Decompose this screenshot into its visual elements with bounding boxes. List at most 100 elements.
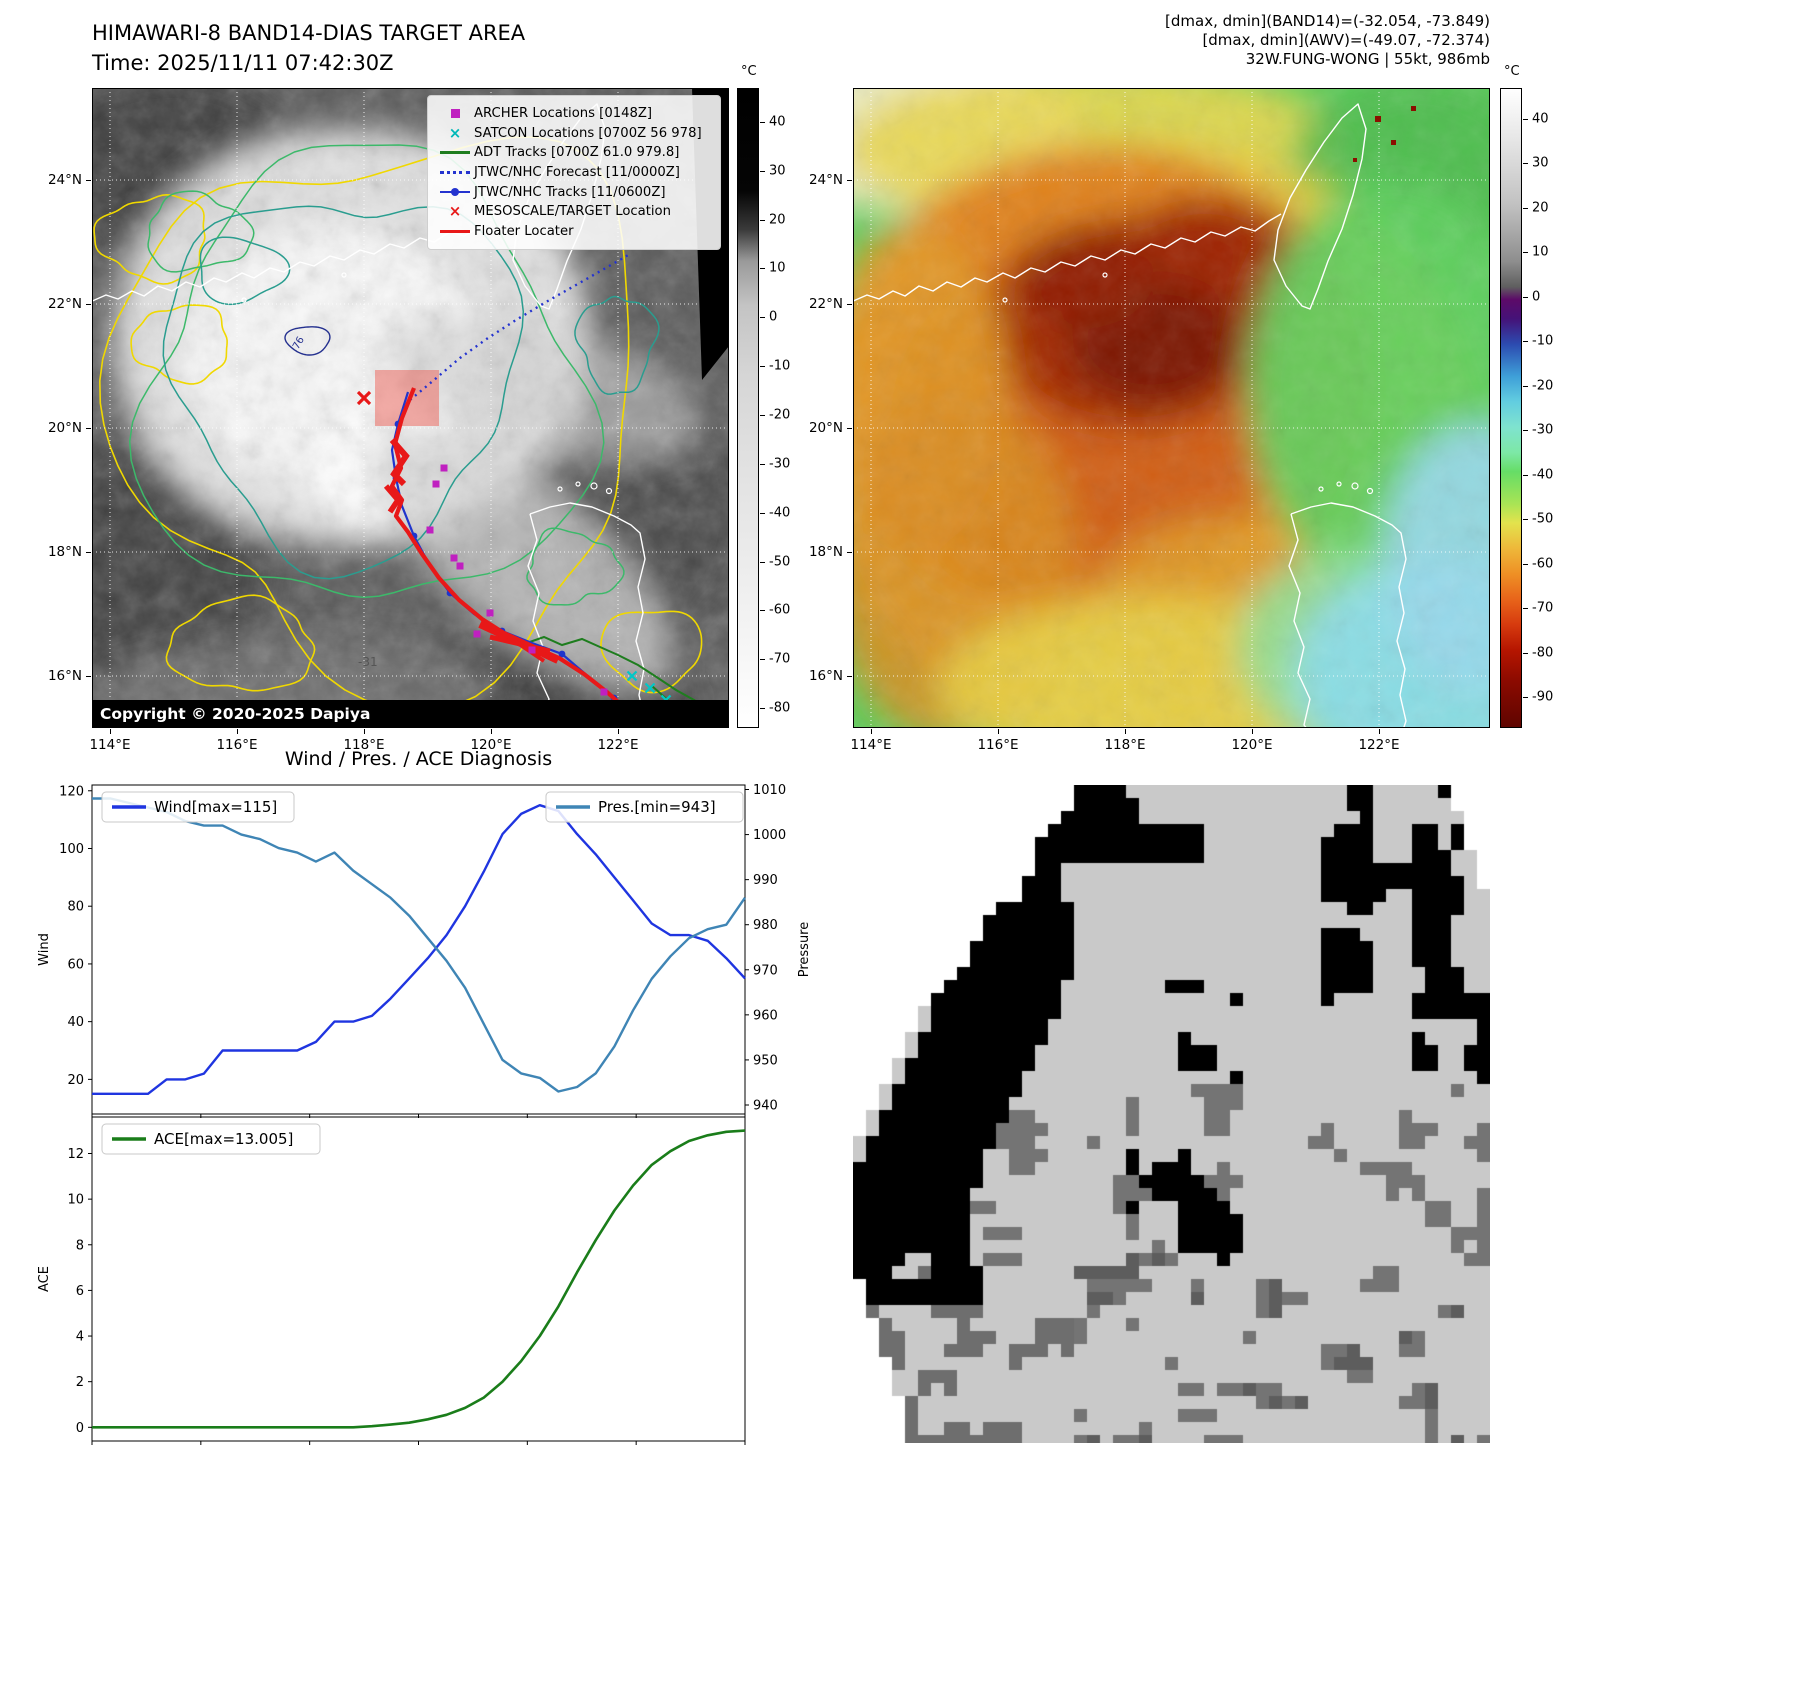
y-axis-tick-label: 22°N bbox=[47, 296, 82, 312]
awv-colorbar-unit: °C bbox=[1504, 64, 1520, 79]
temperature-contour bbox=[147, 190, 255, 273]
y-axis-tick-label: 16°N bbox=[808, 668, 843, 684]
island-outline bbox=[341, 272, 347, 278]
legend-item-forecast: JTWC/NHC Forecast [11/0000Z] bbox=[436, 163, 712, 183]
cold-pixel-speck bbox=[1391, 140, 1396, 145]
colorbar-tick bbox=[1523, 207, 1528, 209]
colorbar-tick-label: 0 bbox=[1532, 289, 1541, 305]
colorbar-tick bbox=[1523, 519, 1528, 521]
y-axis-tick-label: 20°N bbox=[808, 420, 843, 436]
archer-location-marker bbox=[440, 464, 448, 472]
cold-pixel-speck bbox=[1353, 158, 1357, 162]
colorbar-tick bbox=[1523, 652, 1528, 654]
jtwc-track-point bbox=[558, 650, 566, 658]
pressure-tick-label: 990 bbox=[753, 873, 778, 888]
ace-tick-label: 6 bbox=[76, 1284, 84, 1299]
band14-map-panel: -31 76 ARCHER Locations [0148Z] × SATCON L… bbox=[92, 88, 729, 728]
satcon-x-icon: × bbox=[448, 123, 462, 142]
x-axis-tick bbox=[110, 729, 111, 734]
colorbar-tick bbox=[760, 366, 765, 368]
x-axis-tick bbox=[1379, 729, 1380, 734]
pressure-tick-label: 1000 bbox=[753, 828, 786, 843]
pressure-tick-label: 970 bbox=[753, 963, 778, 978]
temperature-contour bbox=[93, 194, 206, 285]
archer-location-marker bbox=[600, 688, 608, 696]
legend-label: MESOSCALE/TARGET Location bbox=[474, 204, 671, 220]
pressure-tick-label: 950 bbox=[753, 1053, 778, 1068]
colorbar-tick-label: 30 bbox=[769, 163, 786, 179]
pressure-tick-label: 940 bbox=[753, 1098, 778, 1113]
awv-colorbar bbox=[1500, 88, 1522, 728]
chart-frame bbox=[91, 1116, 746, 1442]
coastline bbox=[1290, 502, 1407, 728]
y-axis-tick bbox=[86, 304, 91, 305]
colorbar-tick-label: -40 bbox=[1532, 467, 1554, 483]
wmg-count-label: WMG Count: 0 bbox=[871, 799, 1032, 823]
colorbar-tick bbox=[760, 170, 765, 172]
jtwc-track-icon bbox=[436, 188, 474, 197]
colorbar-tick bbox=[760, 463, 765, 465]
map-legend: ARCHER Locations [0148Z] × SATCON Locatio… bbox=[427, 95, 721, 251]
x-axis-tick bbox=[871, 729, 872, 734]
x-axis-tick-label: 116°E bbox=[216, 737, 258, 753]
y-axis-tick bbox=[86, 552, 91, 553]
colorbar-tick-label: 30 bbox=[1532, 155, 1549, 171]
legend-label: ARCHER Locations [0148Z] bbox=[474, 106, 653, 122]
coastline bbox=[853, 213, 1282, 302]
pressure-tick-label: 960 bbox=[753, 1008, 778, 1023]
target-x-icon: × bbox=[448, 202, 462, 221]
colorbar-tick-label: -30 bbox=[1532, 422, 1554, 438]
x-axis-tick-label: 114°E bbox=[850, 737, 892, 753]
legend-item-archer: ARCHER Locations [0148Z] bbox=[436, 104, 712, 124]
ace-tick-label: 12 bbox=[67, 1147, 84, 1162]
ace-axis-label: ACE bbox=[37, 1266, 52, 1292]
legend-item-adt: ADT Tracks [0700Z 61.0 979.8] bbox=[436, 143, 712, 163]
cold-pixel-speck bbox=[1375, 116, 1381, 122]
ace-tick-label: 4 bbox=[76, 1330, 84, 1345]
island-outline bbox=[557, 486, 563, 492]
cold-pixel-speck bbox=[1411, 106, 1416, 111]
colorbar-tick bbox=[1523, 252, 1528, 254]
colorbar-tick bbox=[1523, 341, 1528, 343]
floater-line-icon bbox=[436, 229, 474, 233]
legend-item-floater: Floater Locater bbox=[436, 222, 712, 242]
colorbar-tick bbox=[1523, 608, 1528, 610]
y-axis-tick bbox=[847, 552, 852, 553]
x-axis-tick bbox=[998, 729, 999, 734]
x-axis-tick-label: 120°E bbox=[1231, 737, 1273, 753]
y-axis-tick-label: 24°N bbox=[47, 172, 82, 188]
x-axis-tick-label: 114°E bbox=[89, 737, 131, 753]
archer-location-marker bbox=[456, 562, 464, 570]
chart-legend-box bbox=[101, 791, 295, 823]
y-axis-tick-label: 18°N bbox=[808, 544, 843, 560]
archer-location-marker bbox=[486, 609, 494, 617]
colorbar-tick bbox=[1523, 118, 1528, 120]
x-axis-tick bbox=[364, 729, 365, 734]
band14-colorbar-unit: °C bbox=[741, 64, 757, 79]
archer-location-marker bbox=[450, 554, 458, 562]
band14-y-axis: 24°N 22°N 20°N 18°N 16°N bbox=[28, 88, 91, 728]
y-axis-tick bbox=[847, 428, 852, 429]
wmg-panel: WMG Count: 0 bbox=[853, 785, 1490, 1443]
ace-tick-label: 2 bbox=[76, 1375, 84, 1390]
awv-y-axis: 24°N 22°N 20°N 18°N 16°N bbox=[789, 88, 852, 728]
archer-location-marker bbox=[426, 526, 434, 534]
right-panel-header: [dmax, dmin](BAND14)=(-32.054, -73.849) … bbox=[850, 12, 1490, 69]
legend-item-jtwc-track: JTWC/NHC Tracks [11/0600Z] bbox=[436, 182, 712, 202]
colorbar-tick-label: -10 bbox=[769, 358, 791, 374]
colorbar-tick bbox=[760, 121, 765, 123]
colorbar-tick-label: -30 bbox=[769, 456, 791, 472]
archer-location-marker bbox=[432, 480, 440, 488]
copyright-bar bbox=[92, 700, 729, 728]
chart-legend-box bbox=[101, 1123, 321, 1155]
wind-axis-label: Wind bbox=[37, 933, 52, 966]
colorbar-tick bbox=[760, 219, 765, 221]
temperature-contour bbox=[284, 326, 331, 356]
y-axis-tick bbox=[86, 676, 91, 677]
map-border bbox=[853, 88, 1490, 728]
island-outline bbox=[1318, 486, 1324, 492]
copyright-text: Copyright © 2020-2025 Dapiya bbox=[100, 705, 371, 723]
y-axis-tick-label: 16°N bbox=[47, 668, 82, 684]
legend-label: Floater Locater bbox=[474, 223, 574, 239]
legend-item-target: × MESOSCALE/TARGET Location bbox=[436, 202, 712, 222]
